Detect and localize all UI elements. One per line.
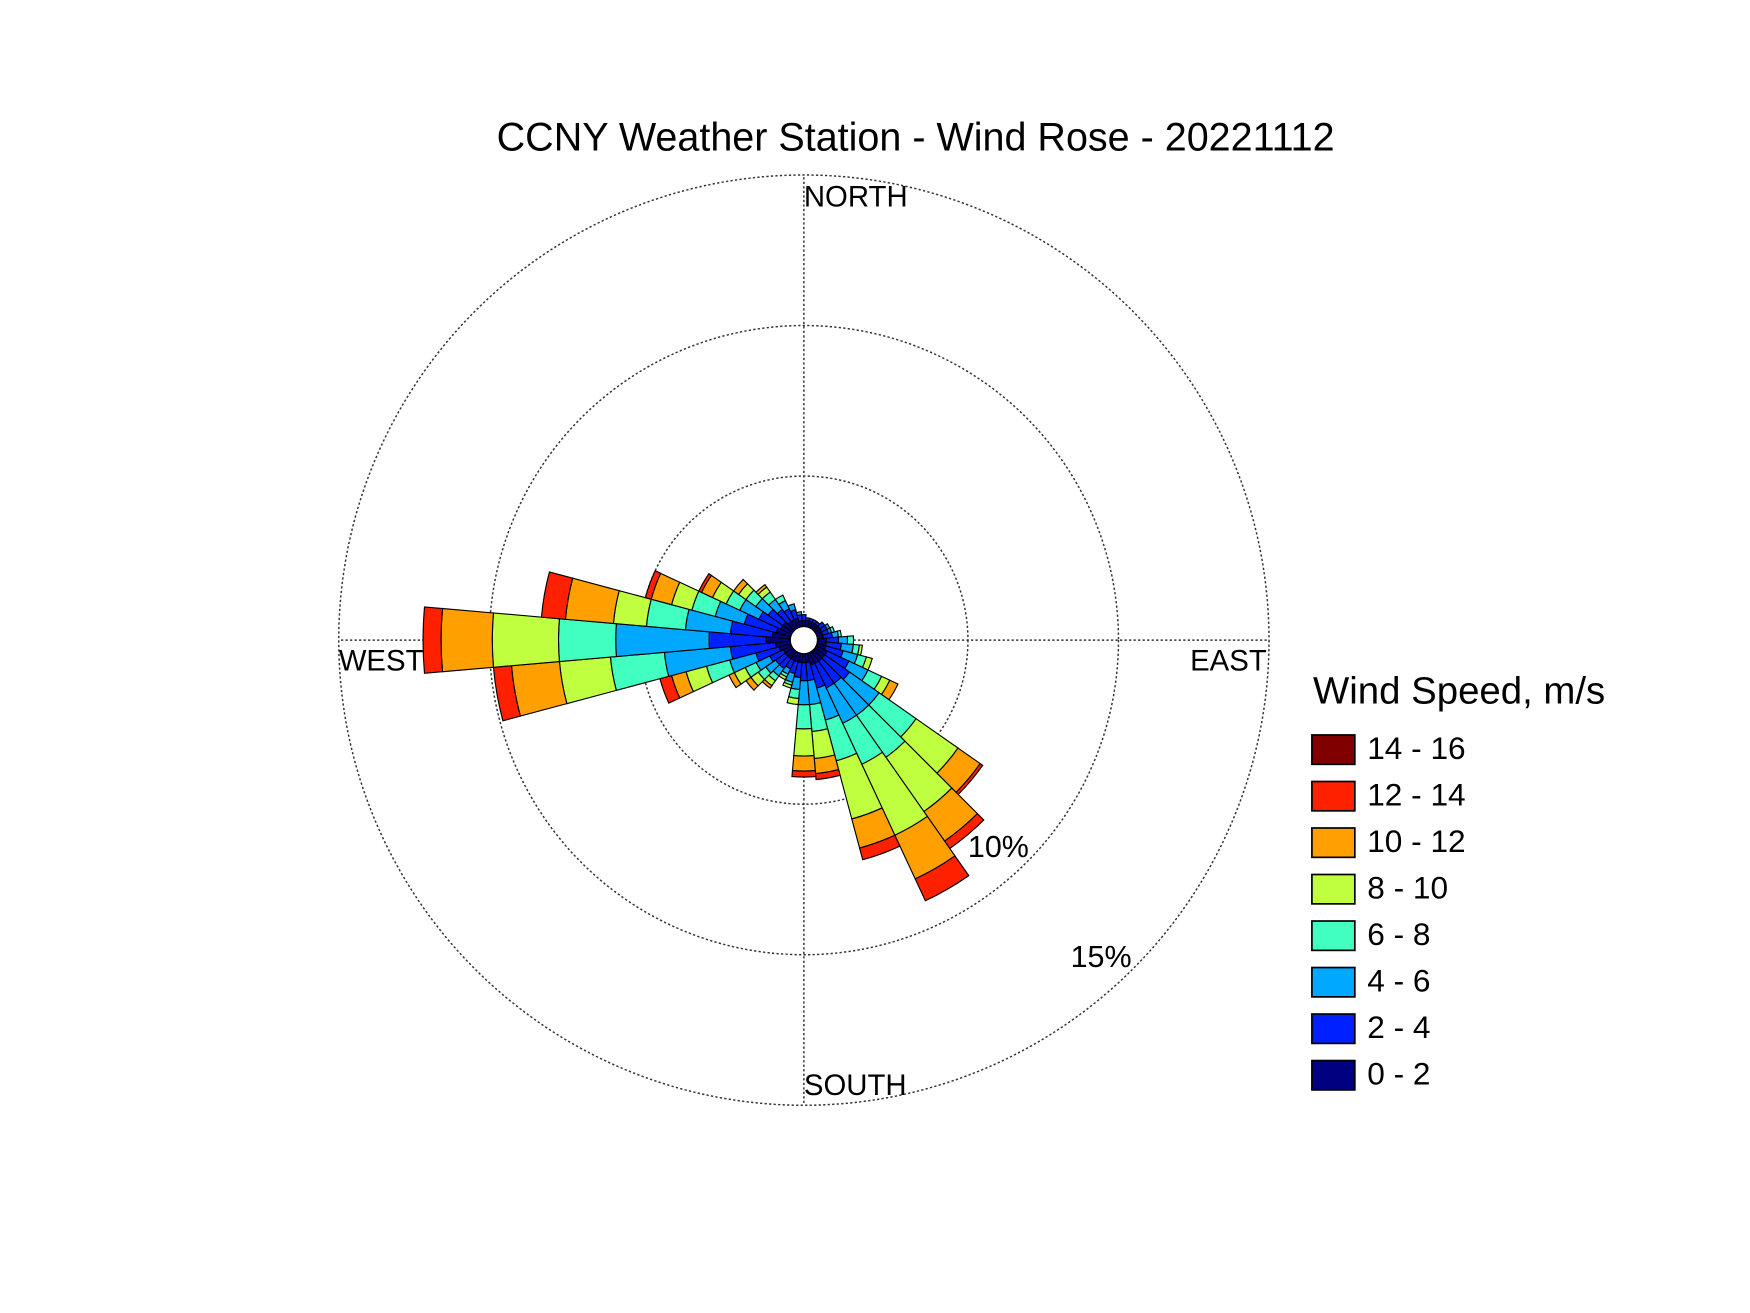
wedge	[557, 618, 618, 663]
wedge	[422, 606, 444, 674]
wedge	[836, 629, 842, 638]
center-hole	[789, 626, 818, 655]
wedge	[732, 578, 749, 596]
wedge	[774, 594, 787, 606]
legend-swatch	[1311, 827, 1356, 859]
legend-label: 0 - 2	[1367, 1056, 1430, 1092]
compass-label: NORTH	[804, 180, 908, 213]
compass-label: EAST	[1190, 644, 1267, 677]
legend-label: 2 - 4	[1367, 1009, 1430, 1045]
wedge	[795, 703, 813, 730]
wedge	[814, 768, 841, 781]
wedge	[795, 611, 803, 617]
grid-ring	[338, 174, 1270, 1107]
legend-swatch	[1311, 734, 1356, 766]
legend-label: 4 - 6	[1367, 963, 1430, 999]
wedge	[793, 727, 815, 757]
legend-swatch	[1311, 966, 1356, 998]
legend-label: 6 - 8	[1367, 916, 1430, 952]
wedge	[755, 583, 768, 596]
wedge	[440, 607, 495, 673]
legend-label: 10 - 12	[1367, 823, 1465, 859]
wedge	[858, 834, 901, 861]
wedge	[914, 855, 970, 902]
compass-label: WEST	[339, 644, 424, 677]
wedge	[644, 570, 662, 600]
legend-swatch	[1311, 1013, 1356, 1045]
legend-label: 8 - 10	[1367, 870, 1448, 906]
chart-title: CCNY Weather Station - Wind Rose - 20221…	[497, 115, 1335, 159]
wedge	[786, 696, 800, 706]
legend-swatch	[1311, 920, 1356, 952]
legend-swatch	[1311, 1059, 1356, 1091]
compass-label: SOUTH	[804, 1069, 907, 1102]
wedge	[791, 769, 817, 778]
legend-label: 12 - 14	[1367, 777, 1465, 813]
wedge	[698, 572, 713, 594]
legend-title: Wind Speed, m/s	[1313, 669, 1605, 712]
legend-swatch	[1311, 873, 1356, 905]
r-tick-label: 15%	[1071, 940, 1132, 974]
wedge	[782, 681, 793, 689]
wedge	[787, 603, 797, 613]
wedge	[846, 635, 855, 646]
wedge	[491, 612, 561, 668]
r-tick-label: 10%	[968, 830, 1029, 864]
legend-label: 14 - 16	[1367, 730, 1465, 766]
wedge	[540, 571, 574, 620]
legend-swatch	[1311, 780, 1356, 812]
wedge	[791, 754, 816, 772]
